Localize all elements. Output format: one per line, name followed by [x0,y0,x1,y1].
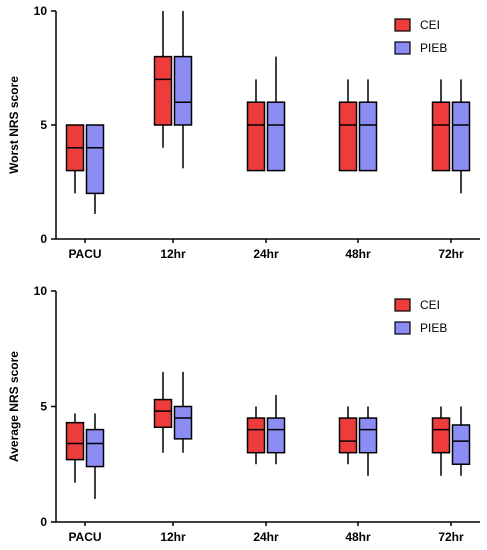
box-body [358,101,378,172]
box-pieb-12hr [173,371,193,453]
box-body [246,101,266,172]
box-body [338,417,358,454]
y-tick-label: 0 [40,232,47,246]
box-body [246,417,266,454]
x-tick-label: 24hr [253,530,279,544]
box-cei-72hr [431,79,451,172]
x-tick-label: PACU [68,530,101,544]
box-body [451,101,471,172]
box-pieb-48hr [358,79,378,172]
x-tick-label: 72hr [438,530,464,544]
legend-label-pieb: PIEB [420,41,447,55]
x-tick-label: PACU [68,247,101,261]
box-cei-12hr [153,371,173,453]
legend-swatch-cei [394,18,411,32]
box-body [431,417,451,454]
y-axis-title: Average NRS score [7,351,21,462]
x-tick-label: 12hr [160,247,186,261]
box-body [431,101,451,172]
y-tick-label: 5 [40,400,47,414]
box-body [85,124,105,195]
box-cei-24hr [246,79,266,172]
chart-panel-2: 0 5 10 Average NRS score PACU 12hr 24hr 48hr 72h… [7,284,480,544]
box-pieb-72hr [451,79,471,194]
box-cei-48hr [338,406,358,465]
legend-label-cei: CEI [420,298,440,312]
x-tick-label: 72hr [438,247,464,261]
legend-swatch-pieb [394,321,411,335]
box-body [266,417,286,454]
box-cei-pacu [65,124,85,194]
x-tick-label: 12hr [160,530,186,544]
box-body [266,101,286,172]
legend-swatch-cei [394,298,411,312]
chart-panel-1: 0 5 10 Worst NRS score PACU 12hr 24hr 48hr 72hr C… [7,4,480,261]
box-body [85,428,105,468]
y-tick-label: 10 [34,4,48,18]
box-body [65,421,85,461]
box-body [173,405,193,440]
box-pieb-24hr [266,394,286,465]
x-tick-label: 48hr [345,530,371,544]
box-pieb-24hr [266,56,286,172]
legend: CEI PIEB [394,18,447,55]
box-pieb-12hr [173,11,193,169]
box-pieb-pacu [85,413,105,499]
box-pieb-pacu [85,124,105,214]
box-body [153,398,173,429]
legend-swatch-pieb [394,41,411,55]
legend-label-cei: CEI [420,18,440,32]
legend-label-pieb: PIEB [420,321,447,335]
box-body [153,55,173,126]
legend: CEI PIEB [394,298,447,335]
box-cei-24hr [246,406,266,465]
y-tick-label: 5 [40,118,47,132]
y-tick-label: 0 [40,515,47,529]
y-tick-label: 10 [34,284,48,298]
x-tick-label: 48hr [345,247,371,261]
box-body [338,101,358,172]
box-pieb-72hr [451,406,471,476]
x-tick-label: 24hr [253,247,279,261]
box-body [173,55,193,126]
box-body [451,424,471,466]
y-axis-title: Worst NRS score [7,76,21,174]
box-cei-pacu [65,413,85,483]
box-cei-12hr [153,11,173,148]
box-cei-72hr [431,406,451,476]
box-cei-48hr [338,79,358,172]
box-body [358,417,378,454]
box-pieb-48hr [358,406,378,476]
